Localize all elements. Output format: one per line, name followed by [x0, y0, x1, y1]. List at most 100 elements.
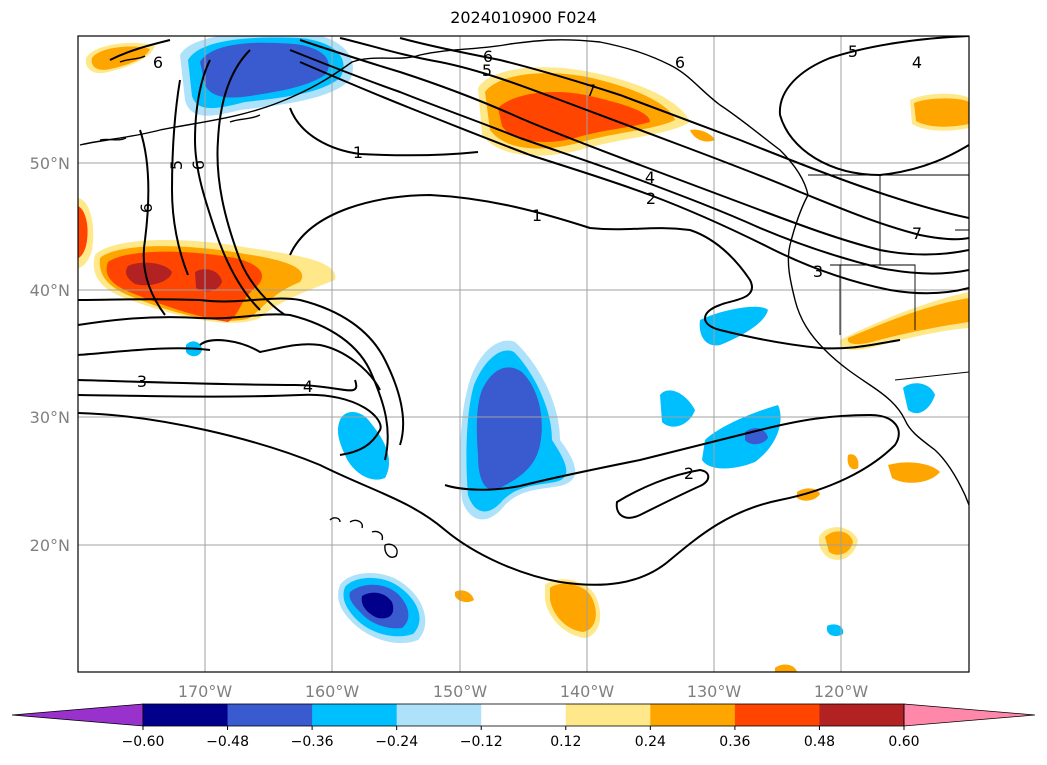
colorbar-segment [819, 704, 905, 726]
colorbar-tick-label: −0.24 [375, 734, 418, 750]
colorbar-tick-label: 0.24 [635, 734, 666, 750]
contour-4-north [289, 49, 969, 275]
colorbar-tick-label: 0.12 [550, 734, 581, 750]
contour-label: 4 [303, 377, 313, 396]
negative-anomaly-coast [903, 383, 935, 414]
contour-label: 3 [813, 262, 823, 281]
positive-anomaly-northeast-core [498, 92, 650, 142]
map-panel: 6 6 5 6 5 6 7 5 4 6 1 1 4 2 7 3 3 4 2 [77, 35, 970, 673]
state-border-1 [879, 175, 916, 330]
contour-2-inner [615, 468, 710, 519]
colorbar-tick-label: −0.48 [206, 734, 249, 750]
longitude-labels: 170°W 160°W 150°W 140°W 130°W 120°W [178, 682, 869, 701]
contour-band-west-a [78, 297, 405, 446]
contour-labels: 6 6 5 6 5 6 7 5 4 6 1 1 4 2 7 3 3 4 2 [137, 42, 922, 483]
lon-tick-label: 130°W [687, 682, 742, 701]
contour-label: 2 [646, 189, 656, 208]
positive-anomaly-west-deep-2 [195, 269, 222, 292]
contour-6-nw [109, 39, 171, 61]
contour-4-ring [199, 339, 381, 391]
lon-tick-label: 140°W [560, 682, 615, 701]
colorbar-segment [650, 704, 736, 726]
contour-label: 5 [482, 61, 492, 80]
colorbar-segment [565, 704, 651, 726]
coastlines [79, 39, 969, 558]
positive-anomaly-south-3 [888, 462, 940, 483]
colorbar-tick-label: −0.36 [291, 734, 334, 750]
positive-anomaly-south-1-core [550, 583, 596, 632]
colorbar-segment [734, 704, 820, 726]
contour-label: 3 [137, 372, 147, 391]
aleutian-islands [99, 55, 261, 141]
negative-anomaly-east-2 [702, 405, 781, 469]
colorbar-tick-label: 0.36 [719, 734, 750, 750]
contour-1-north [289, 107, 479, 157]
lon-tick-label: 120°W [814, 682, 869, 701]
colorbar-segment [396, 704, 482, 726]
negative-anomaly-central-core [476, 367, 542, 490]
positive-anomaly-small-8 [690, 129, 715, 142]
contour-1 [289, 193, 901, 350]
colorbar-segments [11, 703, 1036, 727]
contour-band-west-b [78, 313, 389, 461]
colorbar-tick-label: −0.12 [460, 734, 503, 750]
contour-label: 6 [137, 203, 156, 213]
contour-3-west [78, 379, 358, 392]
alaska-coast [79, 39, 809, 196]
positive-anomaly-small-9 [775, 664, 797, 672]
positive-anomaly-west-deep [126, 262, 172, 286]
lat-tick-label: 40°N [30, 281, 70, 300]
negative-anomaly-east-1 [699, 306, 768, 346]
latitude-labels: 50°N 40°N 30°N 20°N [30, 154, 70, 555]
contour-label: 4 [912, 53, 922, 72]
lat-tick-label: 20°N [30, 536, 70, 555]
colorbar-extend-high [903, 703, 1036, 727]
colorbar-ticks: −0.60 −0.48 −0.36 −0.24 −0.12 0.12 0.24 0.36 0.4… [122, 726, 920, 750]
contour-4-ne [779, 114, 969, 177]
contour-label: 6 [153, 53, 163, 72]
contour-label: 6 [675, 53, 685, 72]
contour-6-north [339, 37, 969, 241]
contour-2 [78, 412, 900, 586]
contour-label: 4 [645, 168, 655, 187]
contour-3-north [299, 61, 969, 295]
positive-anomaly-small-5 [847, 454, 859, 470]
contour-label: 6 [189, 160, 208, 170]
colorbar-tick-label: 0.60 [888, 734, 919, 750]
positive-anomaly-east-coast-core [847, 298, 969, 345]
colorbar: −0.60 −0.48 −0.36 −0.24 −0.12 0.12 0.24 0.36 0.4… [11, 703, 1036, 750]
gridlines [78, 36, 969, 672]
bc-coast [787, 194, 969, 506]
negative-anomaly-north-deep [200, 42, 329, 98]
positive-anomaly-south-2-core [825, 531, 853, 555]
colorbar-segment [143, 704, 229, 726]
map-title: 2024010900 F024 [450, 8, 597, 27]
contour-4-lower [78, 347, 211, 356]
colorbar-extend-low [11, 703, 144, 727]
contour-vertical-6b [139, 129, 166, 316]
positive-anomaly-northeast-small-core [914, 98, 969, 127]
contour-lines [78, 36, 969, 586]
lat-tick-label: 30°N [30, 408, 70, 427]
contour-vertical-5 [193, 59, 261, 311]
colorbar-tick-label: −0.60 [122, 734, 165, 750]
contour-label: 1 [353, 143, 363, 162]
contour-vertical-6 [216, 49, 286, 316]
map-frame [77, 35, 970, 673]
positive-anomaly-edge-core [78, 206, 88, 258]
contour-label: 5 [167, 160, 186, 170]
contour-label: 7 [912, 224, 922, 243]
contour-label: 6 [483, 47, 493, 66]
negative-anomaly-south-deep [361, 592, 394, 619]
islands-hawaii [329, 517, 398, 558]
negative-anomaly-small-2 [827, 624, 844, 637]
colorbar-tick-label: 0.48 [804, 734, 835, 750]
negative-anomaly-mid-left [337, 411, 390, 480]
mexico-border [894, 371, 969, 381]
contour-3 [78, 393, 382, 456]
negative-anomaly-east-3 [660, 390, 695, 427]
colorbar-segment [227, 704, 313, 726]
lat-tick-label: 50°N [30, 154, 70, 173]
contour-5-north [299, 39, 969, 256]
